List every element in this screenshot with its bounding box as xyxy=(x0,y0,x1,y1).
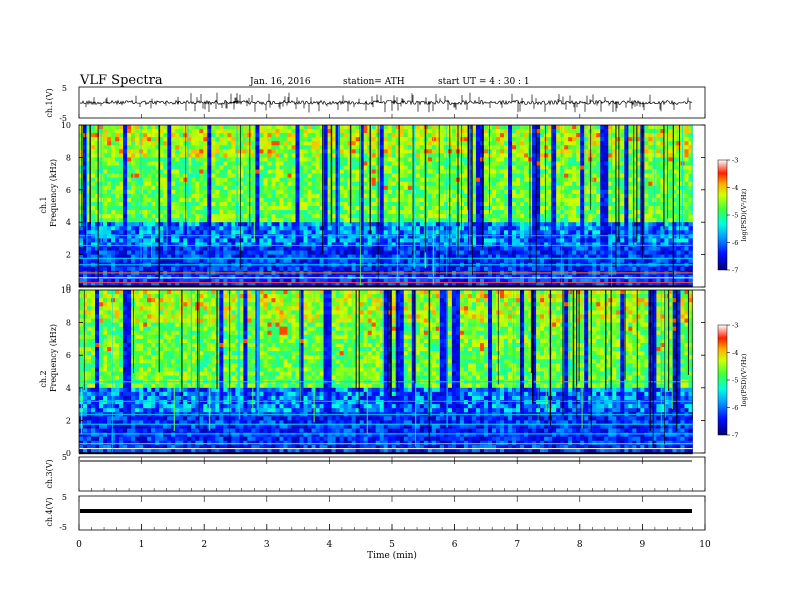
ch4-waveform-ylabel: ch.4(V) xyxy=(45,497,54,526)
ch1-ytick-top: 5 xyxy=(62,84,67,93)
ch2-spectrogram-ytick-label-4: 8 xyxy=(66,319,71,328)
ch2-colorbar-label-2: -5 xyxy=(732,377,738,385)
ch2-colorbar-label-4: -7 xyxy=(732,432,738,440)
start-time-label: start UT = 4 : 30 : 1 xyxy=(438,77,530,87)
ch1-spectrogram-frame xyxy=(78,124,706,288)
ch1-colorbar-label-2: -5 xyxy=(732,212,738,220)
ch1-ytick-bottom: -5 xyxy=(59,114,67,123)
ch2-spectrogram-ytick-label-1: 2 xyxy=(66,416,71,425)
x-tick-label-8: 8 xyxy=(577,540,583,550)
x-tick-label-1: 1 xyxy=(139,540,145,550)
ch3-ytick-top: 5 xyxy=(62,453,67,462)
ch2-spectrogram-ytick-label-5: 10 xyxy=(61,286,71,295)
ch1-colorbar-label-4: -7 xyxy=(732,267,738,275)
ch1-spectrogram-ytick-label-0: 0 xyxy=(66,283,71,292)
ch1-colorbar-label: log(PSD)(V²/Hz) xyxy=(740,188,748,241)
x-tick-label-2: 2 xyxy=(201,540,207,550)
ch1-spectrogram-ylabel: Frequency (kHz) xyxy=(49,159,58,227)
ch1-spectrogram-ytick-label-1: 2 xyxy=(66,251,71,260)
ch1-spectrogram-ytick-label-4: 8 xyxy=(66,153,71,162)
ch1-spectrogram-ytick-label-5: 10 xyxy=(61,121,71,130)
ch2-spectrogram-ytick-label-3: 6 xyxy=(66,351,71,360)
ch2-spectrogram-image xyxy=(79,290,705,455)
ch1-waveform-ylabel: ch.1(V) xyxy=(45,88,54,117)
ch4-ytick-top: 5 xyxy=(62,493,67,502)
date-label: Jan. 16, 2016 xyxy=(249,77,311,87)
x-tick-label-4: 4 xyxy=(327,540,333,550)
ch4-ytick-bottom: -5 xyxy=(59,523,67,532)
ch2-colorbar xyxy=(717,324,728,436)
ch2-spectrogram-ytick-label-2: 4 xyxy=(66,384,71,393)
ch3-waveform-panel: ch.3(V) 5 xyxy=(45,453,706,492)
ch4-waveform-line xyxy=(80,509,692,513)
x-tick-label-0: 0 xyxy=(76,540,82,550)
figure-title: VLF Spectra xyxy=(79,73,163,88)
ch1-waveform-line xyxy=(79,92,693,113)
ch1-spectrogram-image xyxy=(79,125,705,288)
ch3-waveform-ylabel: ch.3(V) xyxy=(45,459,54,488)
ch2-colorbar-label: log(PSD)(V²/Hz) xyxy=(740,353,748,406)
ch2-colorbar-label-1: -4 xyxy=(732,349,738,357)
x-tick-label-6: 6 xyxy=(452,540,458,550)
ch4-waveform-panel: ch.4(V) 5 -5 xyxy=(45,493,706,532)
ch1-spectrogram-ytick-label-3: 6 xyxy=(66,186,71,195)
x-tick-label-5: 5 xyxy=(389,540,395,550)
x-tick-label-9: 9 xyxy=(640,540,646,550)
ch2-colorbar-label-0: -3 xyxy=(732,322,738,330)
ch1-spectrogram-channel-label: ch.1 xyxy=(39,196,48,213)
ch2-spectrogram-ylabel: Frequency (kHz) xyxy=(49,324,58,392)
ch1-colorbar-label-0: -3 xyxy=(732,157,738,165)
ch1-colorbar-label-1: -4 xyxy=(732,184,738,192)
ch2-spectrogram-frame xyxy=(78,289,706,454)
ch2-spectrogram-channel-label: ch.2 xyxy=(39,370,48,387)
ch1-spectrogram-ytick-label-2: 4 xyxy=(66,218,71,227)
x-tick-label-10: 10 xyxy=(699,540,711,550)
station-label: station= ATH xyxy=(343,77,405,87)
ch1-colorbar-label-3: -6 xyxy=(732,239,738,247)
x-tick-label-3: 3 xyxy=(264,540,270,550)
x-axis-label: Time (min) xyxy=(367,550,417,561)
ch1-waveform-panel: ch.1(V) 5 -5 xyxy=(45,84,706,123)
x-axis: 0 1 2 3 4 5 6 7 8 9 10 xyxy=(76,114,711,550)
ch2-spectrogram-ytick-label-0: 0 xyxy=(66,449,71,458)
x-tick-label-7: 7 xyxy=(514,540,520,550)
ch2-colorbar-label-3: -6 xyxy=(732,404,738,412)
ch1-colorbar xyxy=(717,159,728,271)
